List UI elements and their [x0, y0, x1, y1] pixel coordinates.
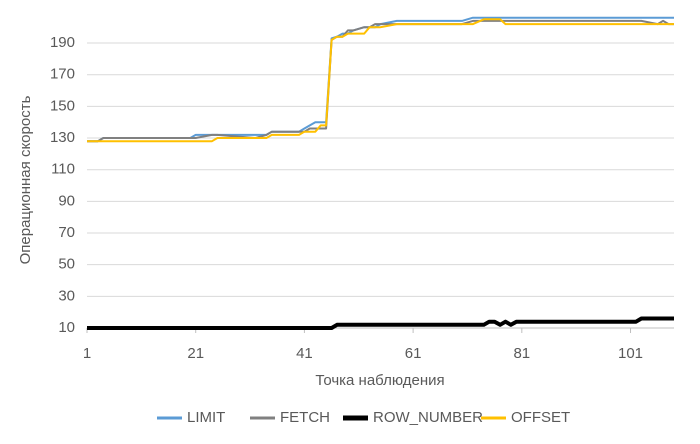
x-axis-title: Точка наблюдения [315, 372, 444, 389]
y-tick-label: 90 [58, 192, 75, 209]
legend-label: ROW_NUMBER [373, 409, 483, 426]
legend-label: LIMIT [187, 409, 225, 426]
y-tick-label: 110 [51, 161, 75, 178]
y-tick-label: 190 [50, 34, 75, 51]
y-tick-label: 150 [50, 97, 75, 114]
x-tick-label: 1 [83, 345, 91, 362]
series-line [87, 316, 674, 330]
series-line [87, 19, 674, 143]
y-tick-label: 130 [50, 129, 75, 146]
y-tick-label: 10 [58, 319, 75, 336]
legend-label: FETCH [280, 409, 330, 426]
y-axis-title: Операционная скорость [17, 95, 34, 264]
y-tick-label: 30 [58, 287, 75, 304]
x-tick-label: 61 [405, 345, 422, 362]
y-tick-label: 170 [50, 66, 75, 83]
series-line [87, 18, 674, 143]
legend-label: OFFSET [511, 409, 570, 426]
x-tick-label: 81 [513, 345, 530, 362]
y-tick-label: 50 [58, 256, 75, 273]
y-tick-label: 70 [58, 224, 75, 241]
x-tick-label: 41 [296, 345, 313, 362]
x-tick-label: 21 [187, 345, 204, 362]
x-tick-label: 101 [618, 345, 643, 362]
